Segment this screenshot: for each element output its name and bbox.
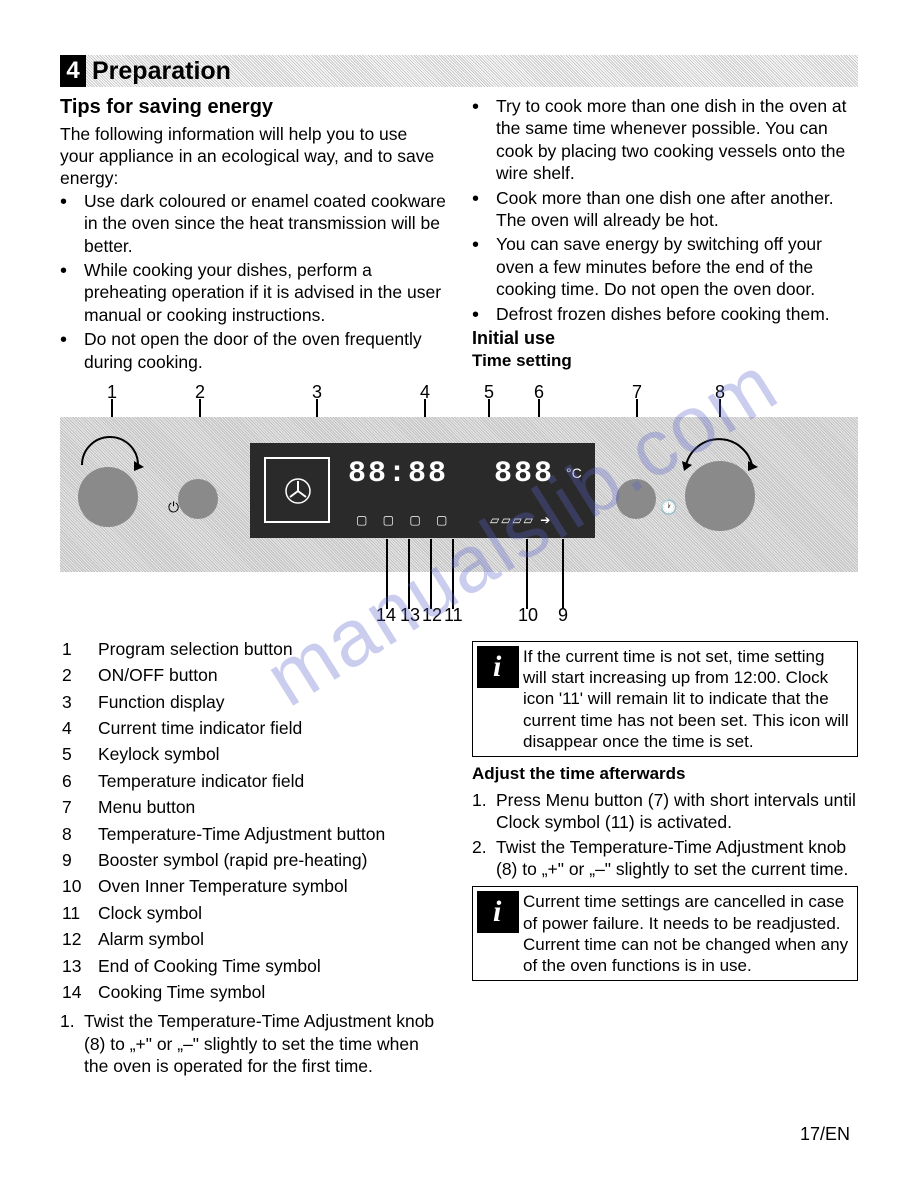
table-row: 2ON/OFF button xyxy=(62,663,385,687)
callout-line xyxy=(562,539,564,609)
callout-line xyxy=(452,539,454,609)
list-item: Use dark coloured or enamel coated cookw… xyxy=(84,190,446,257)
adjust-steps: 1.Press Menu button (7) with short inter… xyxy=(472,789,858,881)
table-row: 6Temperature indicator field xyxy=(62,769,385,793)
first-use-steps: 1.Twist the Temperature-Time Adjustment … xyxy=(60,1010,446,1077)
table-row: 13End of Cooking Time symbol xyxy=(62,954,385,978)
list-item: Defrost frozen dishes before cooking the… xyxy=(496,303,858,325)
fan-icon xyxy=(284,477,312,505)
table-row: 14Cooking Time symbol xyxy=(62,980,385,1004)
program-knob xyxy=(78,467,138,527)
list-item: Cook more than one dish one after anothe… xyxy=(496,187,858,232)
info-icon xyxy=(477,891,519,933)
table-row: 9Booster symbol (rapid pre-heating) xyxy=(62,848,385,872)
tips-left-list: Use dark coloured or enamel coated cookw… xyxy=(60,190,446,373)
table-row: 10Oven Inner Temperature symbol xyxy=(62,874,385,898)
menu-knob xyxy=(616,479,656,519)
arc-icon xyxy=(74,425,146,473)
temp-time-knob xyxy=(685,461,755,531)
section-title: Preparation xyxy=(92,55,231,87)
info-box: Current time settings are cancelled in c… xyxy=(472,886,858,981)
function-display-icon xyxy=(264,457,330,523)
callout-14: 14 xyxy=(376,604,396,627)
callout-11: 11 xyxy=(444,604,463,627)
table-row: 4Current time indicator field xyxy=(62,716,385,740)
callout-line xyxy=(430,539,432,609)
temp-unit: °C xyxy=(566,465,582,483)
list-item: While cooking your dishes, perform a pre… xyxy=(84,259,446,326)
page-number: 17/EN xyxy=(800,1123,850,1146)
control-panel-diagram: 1 2 3 4 5 6 7 8 88:88 888 °C ▢ ▢ ▢ ▢ ▱▱▱… xyxy=(60,381,858,631)
table-row: 5Keylock symbol xyxy=(62,742,385,766)
table-row: 12Alarm symbol xyxy=(62,927,385,951)
list-item: 1.Press Menu button (7) with short inter… xyxy=(496,789,858,834)
onoff-knob xyxy=(178,479,218,519)
clock-icon: 🕐 xyxy=(660,499,677,517)
display-icons-row2: ▱▱▱▱ ➔ xyxy=(490,513,552,528)
callout-line xyxy=(408,539,410,609)
list-item: Try to cook more than one dish in the ov… xyxy=(496,95,858,185)
list-item: You can save energy by switching off you… xyxy=(496,233,858,300)
table-row: 3Function display xyxy=(62,690,385,714)
section-number-box: 4 xyxy=(60,55,86,87)
callout-line xyxy=(526,539,528,609)
temp-display: 888 xyxy=(494,455,554,493)
list-item: 1.Twist the Temperature-Time Adjustment … xyxy=(84,1010,446,1077)
tips-right-list: Try to cook more than one dish in the ov… xyxy=(472,95,858,325)
info-text: If the current time is not set, time set… xyxy=(523,647,849,751)
section-header: 4 Preparation xyxy=(60,55,858,87)
time-display: 88:88 xyxy=(348,455,448,493)
list-item: 2.Twist the Temperature-Time Adjustment … xyxy=(496,836,858,881)
time-setting-heading: Time setting xyxy=(472,350,858,372)
table-row: 7Menu button xyxy=(62,795,385,819)
table-row: 8Temperature-Time Adjustment button xyxy=(62,822,385,846)
callout-12: 12 xyxy=(422,604,442,627)
callout-13: 13 xyxy=(400,604,420,627)
callout-9: 9 xyxy=(558,604,568,627)
callout-10: 10 xyxy=(518,604,538,627)
info-icon xyxy=(477,646,519,688)
arc-icon xyxy=(674,423,762,471)
power-icon: ⏻ xyxy=(168,499,179,517)
display-icons-row: ▢ ▢ ▢ ▢ xyxy=(356,513,453,528)
tips-heading: Tips for saving energy xyxy=(60,95,446,121)
initial-use-heading: Initial use xyxy=(472,327,858,350)
callout-line xyxy=(386,539,388,609)
list-item: Do not open the door of the oven frequen… xyxy=(84,328,446,373)
info-text: Current time settings are cancelled in c… xyxy=(523,892,848,975)
table-row: 1Program selection button xyxy=(62,637,385,661)
adjust-heading: Adjust the time afterwards xyxy=(472,763,858,785)
info-box: If the current time is not set, time set… xyxy=(472,641,858,757)
tips-intro: The following information will help you … xyxy=(60,123,446,190)
table-row: 11Clock symbol xyxy=(62,901,385,925)
legend-table: 1Program selection button 2ON/OFF button… xyxy=(60,635,387,1006)
